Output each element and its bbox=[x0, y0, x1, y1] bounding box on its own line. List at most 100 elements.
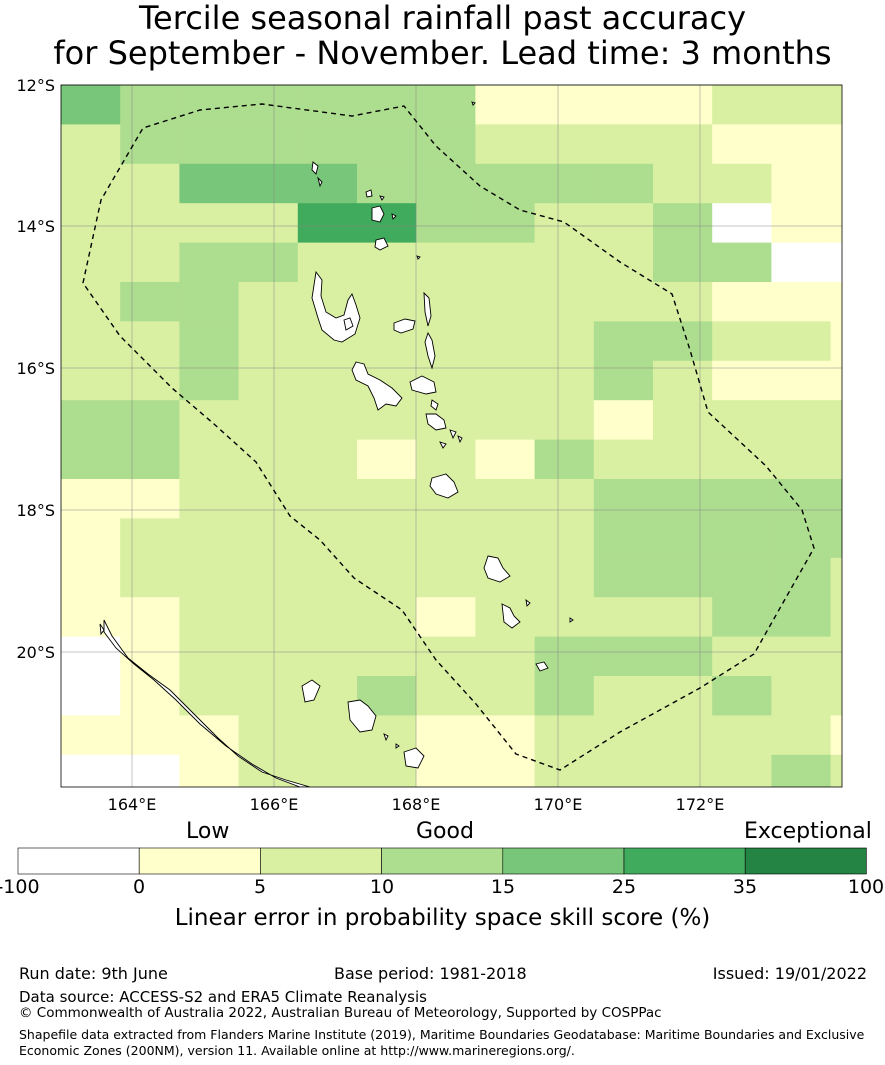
skill-cell bbox=[179, 557, 240, 598]
skill-cell bbox=[179, 163, 240, 204]
skill-cell bbox=[61, 321, 121, 362]
skill-cell bbox=[831, 991, 885, 1031]
skill-cell bbox=[238, 557, 299, 598]
skill-score-grid bbox=[61, 85, 885, 1031]
skill-cell bbox=[771, 518, 832, 559]
skill-cell bbox=[238, 360, 299, 401]
skill-cell bbox=[357, 597, 417, 638]
colorbar-swatch bbox=[138, 847, 261, 875]
skill-cell bbox=[297, 360, 358, 401]
skill-cell bbox=[534, 754, 595, 787]
skill-cell bbox=[61, 360, 121, 401]
skill-cell bbox=[120, 203, 180, 244]
skill-cell bbox=[475, 439, 536, 480]
skill-cell bbox=[534, 439, 595, 480]
skill-cell bbox=[653, 715, 713, 756]
skill-cell bbox=[297, 597, 358, 638]
skill-cell bbox=[120, 636, 180, 677]
base-period: Base period: 1981-2018 bbox=[334, 964, 527, 983]
skill-cell bbox=[416, 163, 476, 204]
skill-cell bbox=[120, 676, 180, 716]
skill-cell bbox=[771, 636, 832, 677]
skill-cell bbox=[179, 518, 240, 559]
skill-cell bbox=[534, 282, 595, 322]
skill-cell bbox=[357, 557, 417, 598]
skill-cell bbox=[830, 676, 842, 716]
skill-cell bbox=[238, 124, 299, 165]
skill-cell bbox=[120, 479, 180, 519]
skill-cell bbox=[416, 715, 476, 756]
lon-label-172e: 172°E bbox=[676, 795, 725, 814]
skill-cell bbox=[594, 952, 654, 992]
colorbar-swatch bbox=[260, 847, 382, 875]
skill-cell bbox=[238, 400, 299, 441]
skill-cell bbox=[475, 163, 536, 204]
skill-cell bbox=[653, 557, 713, 598]
skill-cell bbox=[357, 636, 417, 677]
skill-cell bbox=[416, 400, 476, 441]
skill-cell bbox=[120, 242, 180, 283]
coastlines bbox=[99, 101, 574, 787]
chart-title-line-2: for September - November. Lead time: 3 m… bbox=[53, 34, 832, 72]
lon-label-168e: 168°E bbox=[392, 795, 441, 814]
map-frame bbox=[60, 84, 843, 788]
skill-cell bbox=[120, 360, 180, 401]
skill-cell bbox=[593, 518, 654, 559]
skill-cell bbox=[830, 754, 842, 787]
skill-cell bbox=[534, 597, 595, 638]
skill-cell bbox=[830, 439, 842, 480]
skill-cell bbox=[475, 242, 536, 283]
run-date: Run date: 9th June bbox=[19, 964, 168, 983]
skill-cell bbox=[653, 163, 713, 204]
skill-cell bbox=[712, 321, 772, 362]
skill-cell bbox=[534, 124, 595, 165]
skill-cell bbox=[238, 242, 299, 283]
skill-cell bbox=[297, 518, 358, 559]
colorbar-swatch bbox=[502, 847, 625, 875]
skill-cell bbox=[593, 321, 654, 362]
skill-cell bbox=[61, 282, 121, 322]
skill-cell bbox=[653, 282, 713, 322]
island-banks-small bbox=[379, 195, 385, 201]
skill-cell bbox=[357, 85, 417, 125]
skill-cell bbox=[653, 597, 713, 638]
skill-cell bbox=[179, 754, 240, 787]
skill-cell bbox=[475, 479, 536, 519]
lat-label-12s: 12°S bbox=[16, 76, 55, 95]
skill-cell bbox=[653, 124, 713, 165]
skill-cell bbox=[120, 439, 180, 480]
island-shepherd-2 bbox=[457, 435, 463, 444]
island-ouvea bbox=[301, 679, 321, 703]
island-erromango bbox=[483, 555, 511, 583]
issued-date: Issued: 19/01/2022 bbox=[712, 964, 867, 983]
skill-cell bbox=[771, 85, 832, 125]
skill-cell bbox=[593, 754, 654, 787]
skill-cell bbox=[712, 203, 772, 244]
skill-cell bbox=[593, 439, 654, 480]
skill-cell bbox=[179, 124, 240, 165]
skill-cell bbox=[416, 85, 476, 125]
skill-cell bbox=[61, 518, 121, 559]
skill-cell bbox=[357, 282, 417, 322]
skill-cell bbox=[297, 85, 358, 125]
island-aniwa bbox=[525, 598, 531, 607]
skill-cell bbox=[61, 400, 121, 441]
skill-cell bbox=[179, 636, 240, 677]
skill-cell bbox=[712, 636, 772, 677]
skill-cell bbox=[475, 400, 536, 441]
skill-cell bbox=[297, 439, 358, 480]
skill-cell bbox=[238, 597, 299, 638]
skill-cell bbox=[534, 85, 595, 125]
skill-cell bbox=[712, 597, 772, 638]
skill-cell bbox=[357, 518, 417, 559]
skill-cell bbox=[357, 163, 417, 204]
skill-cell bbox=[416, 636, 476, 677]
skill-cell bbox=[416, 597, 476, 638]
skill-cell bbox=[653, 400, 713, 441]
island-lifou bbox=[347, 699, 377, 733]
skill-cell bbox=[179, 242, 240, 283]
skill-cell bbox=[593, 242, 654, 283]
skill-cell bbox=[61, 242, 121, 283]
eez-boundary bbox=[82, 103, 815, 771]
skill-cell bbox=[297, 715, 358, 756]
